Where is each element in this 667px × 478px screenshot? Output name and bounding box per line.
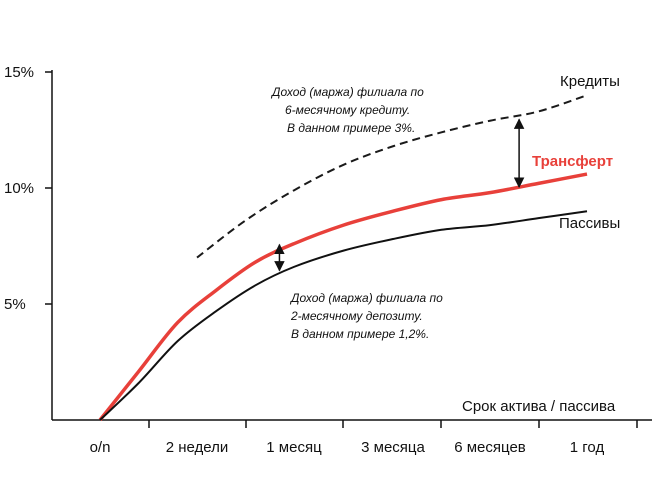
annotation-credit-line-1: Доход (маржа) филиала по [270, 85, 424, 99]
x-tick-label: 1 месяц [266, 439, 322, 456]
series-label-credits: Кредиты [560, 73, 620, 90]
annotation-credit-margin: Доход (маржа) филиала по 6-месячному кре… [270, 85, 424, 135]
series-lines [98, 94, 588, 422]
x-tick-label: o/n [90, 439, 111, 456]
x-axis-ticks: o/n 2 недели 1 месяц 3 месяца 6 месяцев 1 год [90, 420, 638, 456]
x-tick-label: 2 недели [166, 439, 229, 456]
transfer-line [98, 172, 588, 422]
liabilities-line [99, 210, 588, 421]
credits-line [196, 94, 588, 259]
annotation-credit-line-3: В данном примере 3%. [287, 121, 415, 135]
x-tick-label: 1 год [570, 439, 605, 456]
y-tick-label: 10% [4, 180, 34, 197]
y-tick-label: 5% [4, 296, 26, 313]
annotation-deposit-line-2: 2-месячному депозиту. [290, 309, 423, 323]
x-tick-label: 3 месяца [361, 439, 425, 456]
series-label-transfer: Трансферт [532, 153, 613, 170]
y-axis-ticks: 15% 10% 5% [4, 64, 52, 313]
x-tick-label: 6 месяцев [454, 439, 526, 456]
annotation-deposit-margin: Доход (маржа) филиала по 2-месячному деп… [289, 291, 443, 341]
annotation-deposit-line-1: Доход (маржа) филиала по [289, 291, 443, 305]
y-tick-label: 15% [4, 64, 34, 81]
annotation-credit-line-2: 6-месячному кредиту. [285, 103, 410, 117]
x-axis-title: Срок актива / пассива [462, 398, 616, 415]
margin-arrows [274, 118, 525, 272]
series-label-liabilities: Пассивы [559, 215, 620, 232]
annotation-deposit-line-3: В данном примере 1,2%. [291, 327, 429, 341]
